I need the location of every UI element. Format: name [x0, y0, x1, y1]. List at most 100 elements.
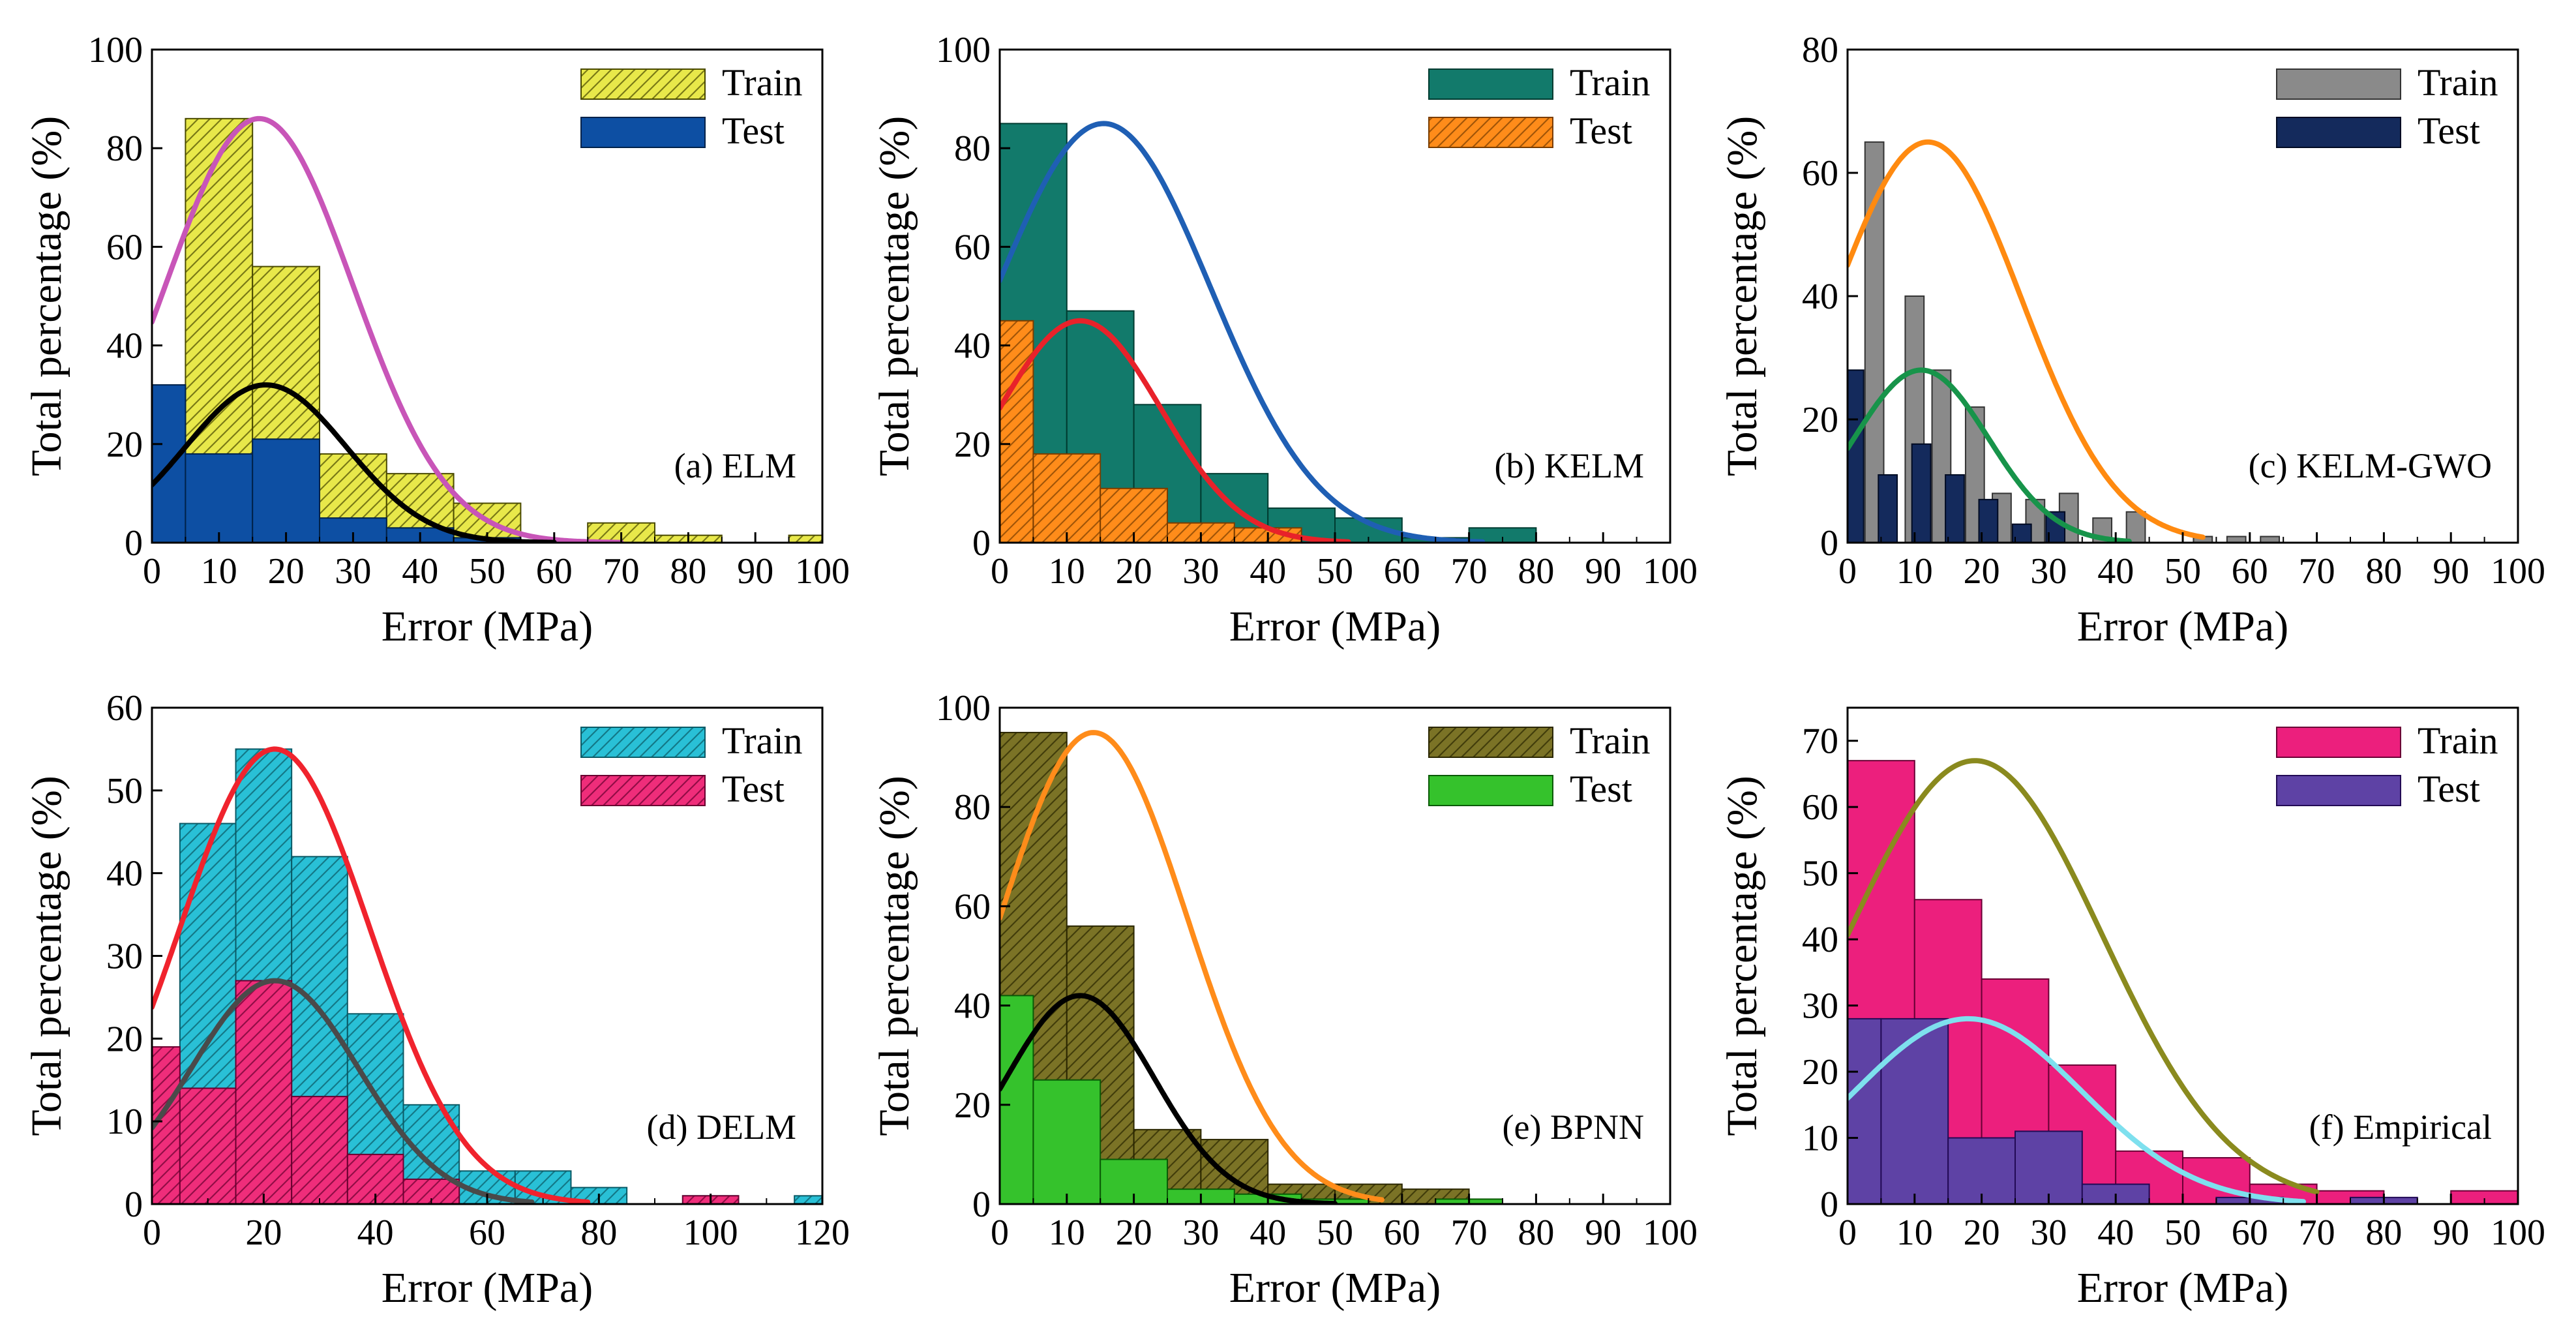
- y-tick-label: 40: [954, 986, 991, 1027]
- panel-annotation: (d) DELM: [647, 1108, 796, 1147]
- x-tick-label: 70: [1451, 551, 1488, 592]
- fit-curve-train: [1000, 730, 1385, 1203]
- x-tick-label: 60: [469, 1213, 505, 1253]
- legend-label-test: Test: [722, 768, 785, 810]
- x-tick-label: 20: [1964, 551, 2000, 592]
- x-tick-label: 40: [402, 551, 438, 592]
- x-tick-label: 50: [1317, 1213, 1353, 1253]
- x-tick-label: 80: [1518, 1213, 1554, 1253]
- x-tick-label: 60: [2232, 1213, 2268, 1253]
- legend-swatch-train: [2276, 727, 2401, 758]
- legend-label-test: Test: [2418, 110, 2480, 152]
- legend-label-test: Test: [1570, 110, 1632, 152]
- panel-annotation: (b) KELM: [1495, 446, 1644, 485]
- y-tick-label: 40: [106, 854, 143, 894]
- x-tick-label: 100: [795, 551, 850, 592]
- legend-label-train: Train: [1570, 719, 1651, 762]
- y-tick-label: 80: [106, 128, 143, 169]
- x-tick-label: 70: [603, 551, 640, 592]
- y-tick-label: 10: [1802, 1119, 1838, 1159]
- y-tick-label: 20: [1802, 1052, 1838, 1093]
- x-tick-label: 60: [1384, 551, 1420, 592]
- x-tick-label: 40: [357, 1213, 394, 1253]
- y-axis-title: Total percentage (%): [1718, 776, 1766, 1136]
- chart-panel-f: 0 10 20 30 40 50 60 70 80 90 100 0 10 20 30 40 50 60 70 Err…: [1718, 706, 2545, 1312]
- y-axis-title: Total percentage (%): [871, 116, 918, 476]
- legend-swatch-train: [580, 68, 706, 100]
- x-tick-label: 80: [580, 1213, 617, 1253]
- x-tick-label: 90: [737, 551, 773, 592]
- legend-label-train: Train: [1570, 61, 1651, 104]
- x-tick-label: 80: [670, 551, 706, 592]
- x-tick-label: 40: [2097, 551, 2134, 592]
- bar-train: [2182, 1156, 2251, 1204]
- x-tick-label: 100: [1643, 551, 1698, 592]
- x-tick-label: 100: [2491, 1213, 2545, 1253]
- x-tick-label: 40: [1250, 1213, 1286, 1253]
- y-tick-label: 30: [1802, 986, 1838, 1027]
- x-tick-label: 20: [1116, 1213, 1152, 1253]
- bar-test: [235, 980, 293, 1204]
- legend-swatch-test: [1428, 775, 1553, 806]
- legend: Train Test: [580, 61, 803, 152]
- panel-annotation: (c) KELM-GWO: [2249, 446, 2492, 485]
- x-tick-label: 0: [1838, 551, 1857, 592]
- plot-area: [152, 746, 822, 1204]
- y-tick-label: 20: [1802, 400, 1838, 440]
- bar-test: [1032, 453, 1101, 543]
- panel-annotation: (f) Empirical: [2309, 1108, 2492, 1147]
- x-tick-label: 0: [1838, 1213, 1857, 1253]
- legend: Train Test: [1428, 61, 1651, 152]
- y-tick-label: 0: [1820, 1185, 1838, 1225]
- x-axis-title: Error (MPa): [2077, 603, 2288, 650]
- bar-test: [1032, 1079, 1101, 1204]
- x-tick-label: 10: [201, 551, 237, 592]
- x-tick-label: 80: [2365, 1213, 2402, 1253]
- fit-curve-train: [1848, 758, 2320, 1195]
- x-tick-label: 100: [2491, 551, 2545, 592]
- y-axis-title: Total percentage (%): [23, 776, 70, 1136]
- x-axis-title: Error (MPa): [1229, 1264, 1441, 1312]
- plot-area: [1848, 139, 2281, 543]
- x-tick-label: 80: [1518, 551, 1554, 592]
- fit-curve-test: [152, 978, 535, 1204]
- y-tick-label: 60: [106, 688, 143, 729]
- bar-test: [1878, 474, 1898, 543]
- x-tick-label: 20: [1964, 1213, 2000, 1253]
- y-axis-title: Total percentage (%): [23, 116, 70, 476]
- y-axis-title: Total percentage (%): [1718, 116, 1766, 476]
- y-tick-label: 10: [106, 1102, 143, 1142]
- x-tick-label: 70: [1451, 1213, 1488, 1253]
- bar-test: [1947, 1137, 2016, 1204]
- x-tick-label: 10: [1049, 1213, 1085, 1253]
- x-tick-label: 100: [683, 1213, 738, 1253]
- y-tick-label: 20: [106, 1019, 143, 1059]
- legend-swatch-train: [580, 727, 706, 758]
- x-tick-label: 20: [268, 551, 305, 592]
- x-tick-label: 50: [469, 551, 505, 592]
- y-tick-label: 40: [954, 326, 991, 367]
- x-tick-label: 0: [143, 551, 161, 592]
- legend-label-test: Test: [1570, 768, 1632, 810]
- bar-test: [1945, 474, 1965, 543]
- legend-label-train: Train: [2418, 61, 2498, 104]
- fit-curve-test: [1848, 367, 2132, 543]
- legend-swatch-test: [580, 117, 706, 148]
- bar-test: [252, 438, 321, 543]
- chart-panel-a: 0 10 20 30 40 50 60 70 80 90 100 0 20 40 60 80 100 Error …: [23, 30, 850, 650]
- x-tick-label: 70: [2299, 551, 2335, 592]
- panel-annotation: (e) BPNN: [1503, 1108, 1644, 1147]
- y-tick-label: 0: [972, 523, 991, 564]
- x-tick-label: 30: [2030, 1213, 2067, 1253]
- chart-panel-c: 0 10 20 30 40 50 60 70 80 90 100 0 20 40 60 80 Error (MP…: [1718, 30, 2545, 650]
- x-tick-label: 30: [2030, 551, 2067, 592]
- y-tick-label: 30: [106, 937, 143, 977]
- x-tick-label: 60: [2232, 551, 2268, 592]
- y-tick-label: 60: [1802, 153, 1838, 194]
- x-tick-label: 40: [1250, 551, 1286, 592]
- x-tick-label: 40: [2097, 1213, 2134, 1253]
- chart-panel-b: 0 10 20 30 40 50 60 70 80 90 100 0 20 40 60 80 100 Error …: [871, 30, 1698, 650]
- fit-curve-test: [1000, 318, 1351, 543]
- fit-curve-test: [1000, 993, 1338, 1204]
